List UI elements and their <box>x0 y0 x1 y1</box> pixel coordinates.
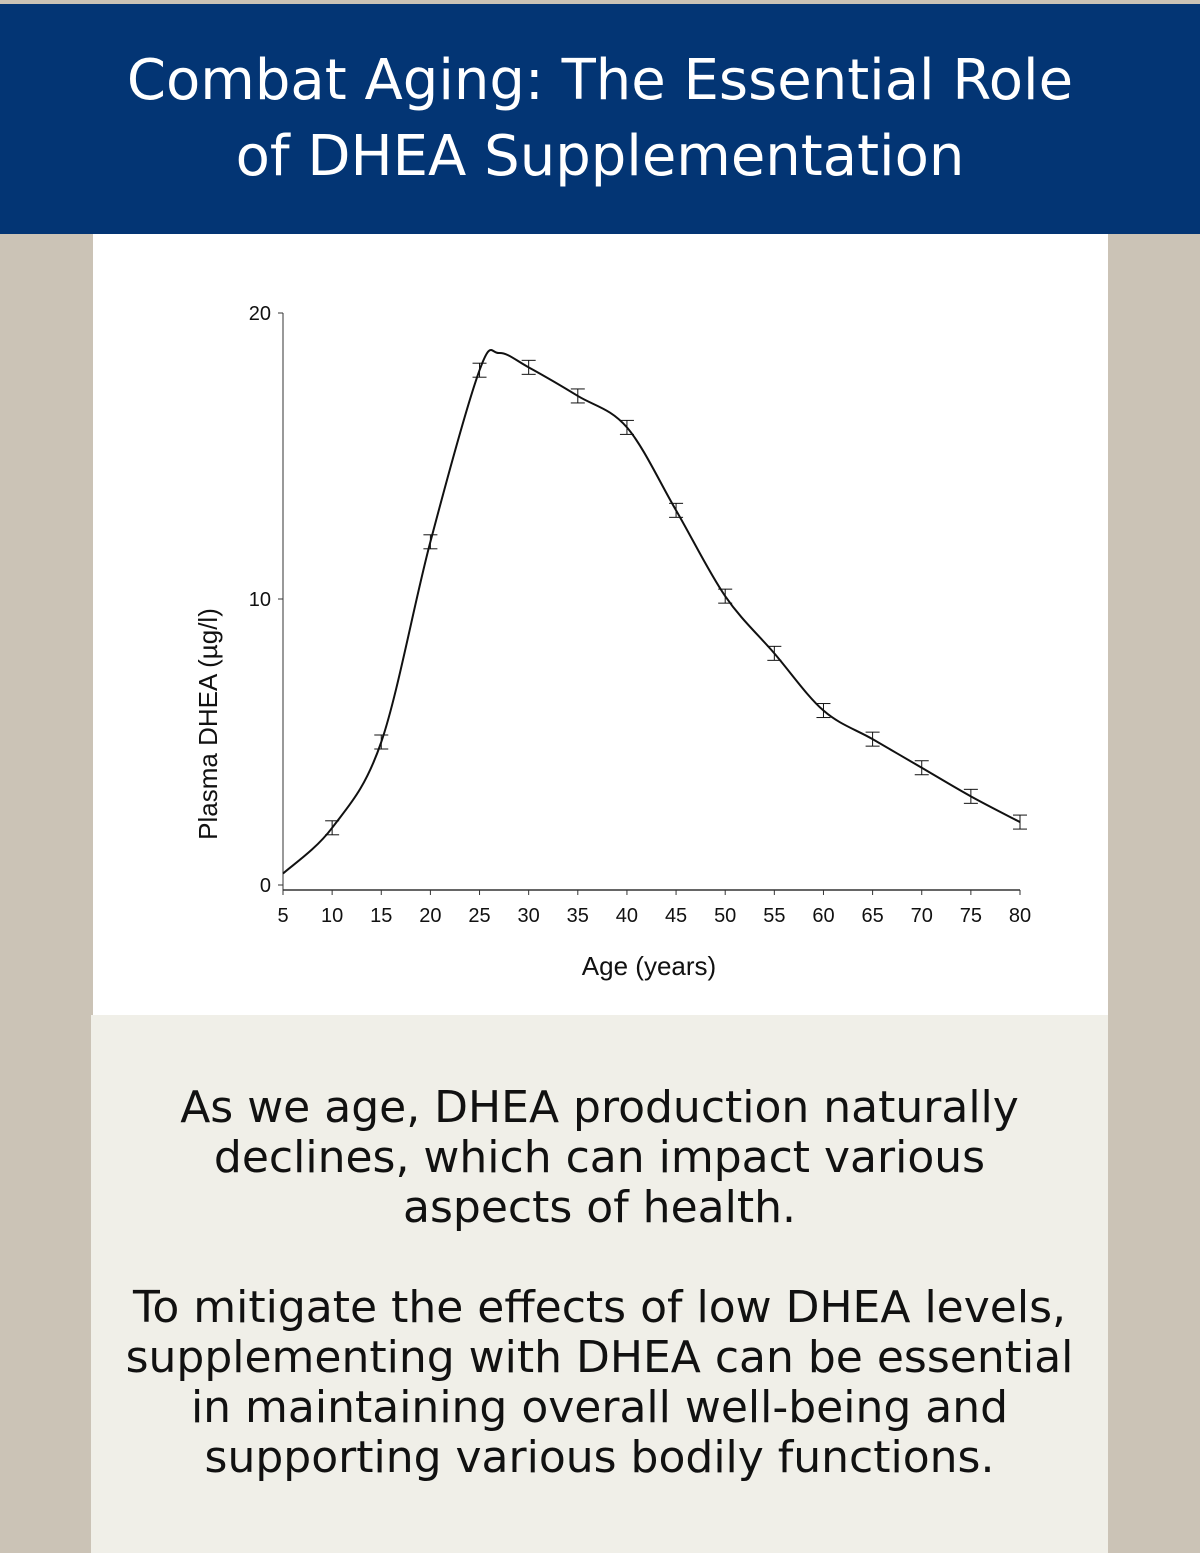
paragraph-decline: As we age, DHEA production naturally dec… <box>180 1082 1019 1233</box>
x-tick-label: 15 <box>370 905 392 927</box>
x-tick-label: 5 <box>277 905 288 927</box>
x-tick-label: 80 <box>1009 905 1031 927</box>
page-title: Combat Aging: The Essential Role of DHEA… <box>126 48 1074 189</box>
x-tick-label: 45 <box>665 905 687 927</box>
x-tick-label: 35 <box>567 905 589 927</box>
x-tick-label: 25 <box>468 905 490 927</box>
y-tick-label: 20 <box>249 303 271 325</box>
y-tick-label: 0 <box>260 875 271 897</box>
x-tick-label: 55 <box>763 905 785 927</box>
y-tick-label: 10 <box>249 589 271 611</box>
x-tick-label: 70 <box>911 905 933 927</box>
x-tick-label: 60 <box>812 905 834 927</box>
x-axis-label: Age (years) <box>582 951 716 981</box>
dhea-age-chart: 0 10 20 5 10 15 20 25 30 35 40 45 50 55 60 65 70 75 80 Age… <box>193 303 1031 981</box>
chart-panel: 0 10 20 5 10 15 20 25 30 35 40 45 50 55 60 65 70 75 80 Age… <box>93 234 1108 1015</box>
x-tick-label: 30 <box>518 905 540 927</box>
text-panel: As we age, DHEA production naturally dec… <box>91 1015 1108 1553</box>
x-tick-label: 50 <box>714 905 736 927</box>
series-line <box>282 349 1021 875</box>
x-tick-label: 10 <box>321 905 343 927</box>
x-tick-label: 40 <box>616 905 638 927</box>
paragraph-supplement: To mitigate the effects of low DHEA leve… <box>125 1282 1074 1483</box>
y-axis-label: Plasma DHEA (µg/l) <box>193 608 223 840</box>
x-tick-label: 75 <box>960 905 982 927</box>
x-tick-label: 20 <box>419 905 441 927</box>
top-border <box>0 0 1200 4</box>
header-banner: Combat Aging: The Essential Role of DHEA… <box>0 4 1200 234</box>
x-tick-label: 65 <box>861 905 883 927</box>
